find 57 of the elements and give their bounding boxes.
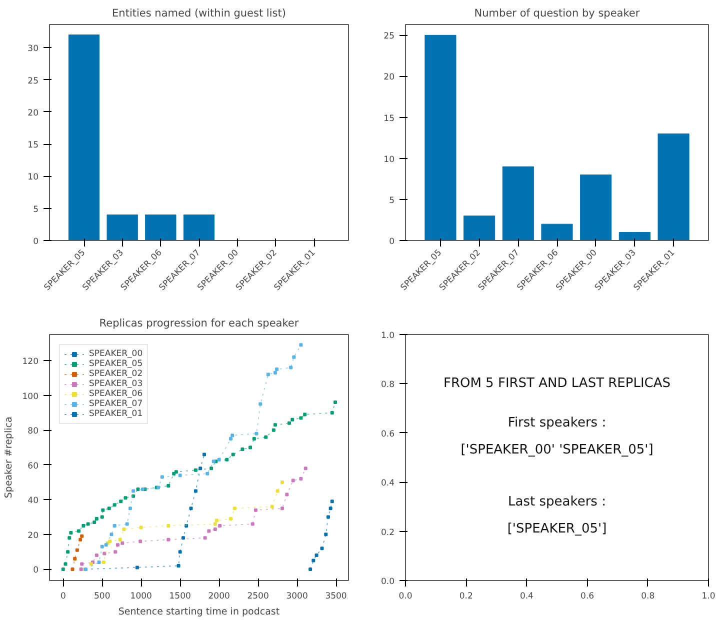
y-tick-label: 0 xyxy=(33,566,39,576)
chart-title: Entities named (within guest list) xyxy=(112,8,286,20)
x-tick-label: 1500 xyxy=(169,592,191,602)
x-tick-label: 0.0 xyxy=(398,592,412,602)
y-tick-label: 5 xyxy=(389,196,395,206)
y-tick-label: 40 xyxy=(28,496,39,506)
x-axis-title: Sentence starting time in podcast xyxy=(118,606,280,618)
x-tick-label: 0.4 xyxy=(520,592,534,602)
x-tick-label: 0.6 xyxy=(580,592,594,602)
annotation: Last speakers : xyxy=(508,494,606,510)
legend-label: SPEAKER_03 xyxy=(89,379,143,389)
x-tick-label: 3000 xyxy=(286,592,308,602)
legend-label: SPEAKER_07 xyxy=(89,399,143,409)
y-tick-label: 25 xyxy=(384,32,395,42)
y-tick-label: 10 xyxy=(384,154,395,165)
x-tick-label: 2500 xyxy=(247,592,269,602)
y-tick-label: 5 xyxy=(33,204,39,215)
x-tick-label: 1000 xyxy=(130,592,152,602)
y-tick-label: 1.0 xyxy=(380,331,395,341)
annotation: ['SPEAKER_05'] xyxy=(507,521,607,536)
x-tick-label: 500 xyxy=(94,592,110,602)
y-tick-label: 80 xyxy=(28,426,39,437)
y-tick-label: 15 xyxy=(384,114,395,124)
x-tick-label: 0.2 xyxy=(459,592,473,602)
y-tick-label: 0.0 xyxy=(380,577,395,587)
y-tick-label: 0 xyxy=(389,237,395,247)
y-tick-label: 20 xyxy=(28,108,39,118)
y-tick-label: 0.4 xyxy=(380,478,395,489)
y-tick-label: 0.6 xyxy=(380,429,395,440)
x-tick-label: 0 xyxy=(60,592,66,602)
y-tick-label: 100 xyxy=(22,392,39,402)
y-tick-label: 60 xyxy=(28,461,39,472)
annotation: First speakers : xyxy=(508,416,606,431)
annotation: ['SPEAKER_00' 'SPEAKER_05'] xyxy=(460,442,654,458)
y-tick-label: 120 xyxy=(22,357,39,368)
legend-label: SPEAKER_00 xyxy=(89,349,143,359)
legend-label: SPEAKER_02 xyxy=(89,369,143,379)
y-tick-label: 25 xyxy=(28,76,39,86)
y-tick-label: 20 xyxy=(384,72,395,83)
chart-title: Replicas progression for each speaker xyxy=(99,318,300,330)
y-axis-title: Speaker #replica xyxy=(3,416,14,498)
chart-title: Number of question by speaker xyxy=(474,8,640,20)
x-tick-label: 3500 xyxy=(325,592,347,602)
y-tick-label: 30 xyxy=(28,44,39,54)
x-tick-label: 2000 xyxy=(208,592,230,602)
x-tick-label: 0.8 xyxy=(641,592,655,602)
legend-label: SPEAKER_01 xyxy=(89,409,143,419)
legend-label: SPEAKER_05 xyxy=(89,359,143,369)
x-tick-label: 1.0 xyxy=(702,592,716,602)
y-tick-label: 15 xyxy=(28,140,39,151)
legend-label: SPEAKER_06 xyxy=(89,389,143,399)
y-tick-label: 0.2 xyxy=(380,528,395,538)
annotation: FROM 5 FIRST AND LAST REPLICAS xyxy=(443,376,671,392)
y-tick-label: 0 xyxy=(33,237,39,247)
y-tick-label: 0.8 xyxy=(380,380,395,390)
y-tick-label: 10 xyxy=(28,172,39,183)
y-tick-label: 20 xyxy=(28,530,39,541)
